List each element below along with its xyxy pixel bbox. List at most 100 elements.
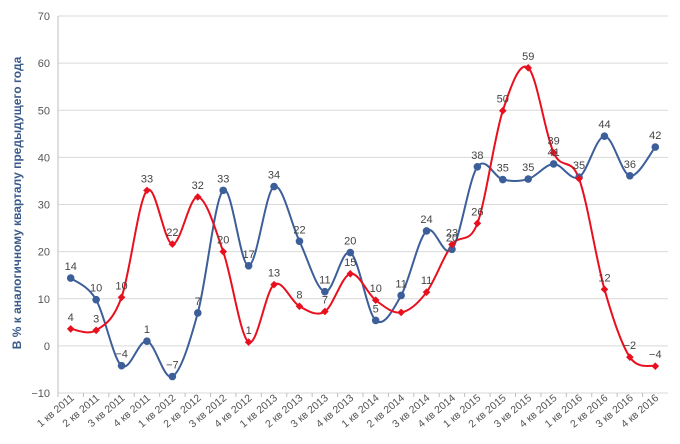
data-label: 33 bbox=[141, 173, 153, 185]
data-point bbox=[66, 325, 75, 333]
data-label: −4 bbox=[115, 349, 128, 361]
data-point bbox=[117, 293, 126, 302]
data-point bbox=[498, 106, 507, 115]
data-point bbox=[295, 237, 304, 246]
data-point bbox=[651, 362, 660, 370]
data-point bbox=[270, 182, 278, 191]
data-label: 1 bbox=[246, 325, 252, 337]
data-label: 22 bbox=[293, 224, 305, 236]
data-label: 59 bbox=[522, 51, 534, 63]
data-point bbox=[473, 219, 482, 228]
y-tick-label: 70 bbox=[38, 11, 50, 23]
data-label: 7 bbox=[322, 294, 328, 306]
data-point bbox=[473, 163, 482, 171]
y-tick-label: −10 bbox=[31, 388, 50, 400]
data-label: 33 bbox=[217, 173, 229, 185]
data-point bbox=[600, 132, 609, 140]
data-label: 17 bbox=[243, 249, 255, 261]
data-label: 15 bbox=[344, 257, 356, 269]
data-label: 50 bbox=[497, 94, 509, 106]
data-label: 32 bbox=[192, 180, 204, 192]
data-point bbox=[549, 160, 558, 168]
data-label: 36 bbox=[624, 159, 636, 171]
data-point bbox=[575, 174, 583, 183]
data-point bbox=[422, 288, 431, 296]
data-label: 20 bbox=[446, 232, 458, 244]
data-label: 22 bbox=[166, 227, 178, 239]
data-label: 3 bbox=[93, 313, 99, 325]
data-label: 38 bbox=[471, 150, 483, 162]
y-tick-label: 40 bbox=[38, 152, 50, 164]
gridlines bbox=[57, 15, 668, 394]
data-point bbox=[626, 171, 634, 180]
y-axis-title: В % к аналогичному кварталу предыдущего … bbox=[10, 56, 24, 349]
data-label: 35 bbox=[573, 160, 585, 172]
data-label: 5 bbox=[373, 303, 379, 315]
data-label: 44 bbox=[598, 119, 610, 131]
data-point bbox=[244, 261, 253, 270]
data-point bbox=[92, 295, 100, 304]
y-axis-ticks: −10 0 10 20 30 40 50 60 70 bbox=[31, 11, 50, 400]
data-point bbox=[66, 274, 75, 282]
data-label: −4 bbox=[649, 349, 662, 361]
data-label: 1 bbox=[144, 324, 150, 336]
data-point bbox=[524, 175, 533, 183]
data-point bbox=[117, 361, 126, 370]
data-label: 11 bbox=[319, 275, 330, 287]
data-point bbox=[346, 269, 355, 278]
data-point bbox=[321, 287, 329, 296]
data-point bbox=[346, 248, 355, 257]
data-label: 35 bbox=[497, 163, 509, 175]
data-label: 26 bbox=[471, 206, 483, 218]
data-label: 24 bbox=[420, 214, 432, 226]
data-point bbox=[626, 353, 634, 361]
data-label: 7 bbox=[195, 296, 201, 308]
data-point bbox=[193, 193, 202, 201]
data-label: 8 bbox=[296, 289, 302, 301]
data-point bbox=[219, 186, 228, 195]
data-point bbox=[168, 240, 177, 248]
data-label: 20 bbox=[344, 236, 356, 248]
data-point bbox=[524, 64, 533, 72]
data-point bbox=[143, 337, 151, 345]
data-point bbox=[244, 338, 253, 346]
data-point bbox=[651, 143, 660, 151]
data-label: 42 bbox=[649, 130, 661, 142]
data-label: 20 bbox=[217, 235, 229, 247]
data-point bbox=[371, 316, 380, 325]
data-label: 39 bbox=[548, 136, 560, 148]
data-label: 14 bbox=[65, 261, 77, 273]
y-tick-label: 60 bbox=[38, 58, 50, 70]
data-point bbox=[270, 280, 278, 289]
data-point bbox=[448, 245, 456, 254]
data-point bbox=[168, 372, 177, 381]
data-point bbox=[397, 308, 405, 317]
data-point bbox=[600, 285, 609, 294]
data-label: 23 bbox=[446, 228, 458, 240]
data-label: 41 bbox=[548, 147, 560, 159]
data-label: 10 bbox=[115, 280, 127, 292]
data-point bbox=[92, 326, 100, 335]
series-lines bbox=[70, 65, 657, 378]
data-label: 35 bbox=[522, 162, 534, 174]
y-tick-label: 30 bbox=[38, 200, 50, 212]
data-label: 12 bbox=[598, 272, 610, 284]
y-tick-label: 20 bbox=[38, 247, 50, 259]
data-point bbox=[422, 227, 431, 235]
data-point bbox=[448, 240, 456, 249]
data-point bbox=[549, 148, 558, 157]
data-point bbox=[371, 296, 380, 304]
data-label: −7 bbox=[166, 360, 179, 372]
data-label: 11 bbox=[395, 278, 406, 290]
data-point bbox=[193, 309, 202, 317]
data-label: −2 bbox=[624, 340, 637, 352]
y-tick-label: 0 bbox=[44, 341, 50, 353]
data-label: 11 bbox=[421, 275, 432, 287]
data-label: 4 bbox=[68, 312, 74, 324]
data-label: 10 bbox=[90, 283, 102, 295]
y-tick-label: 50 bbox=[38, 105, 50, 117]
